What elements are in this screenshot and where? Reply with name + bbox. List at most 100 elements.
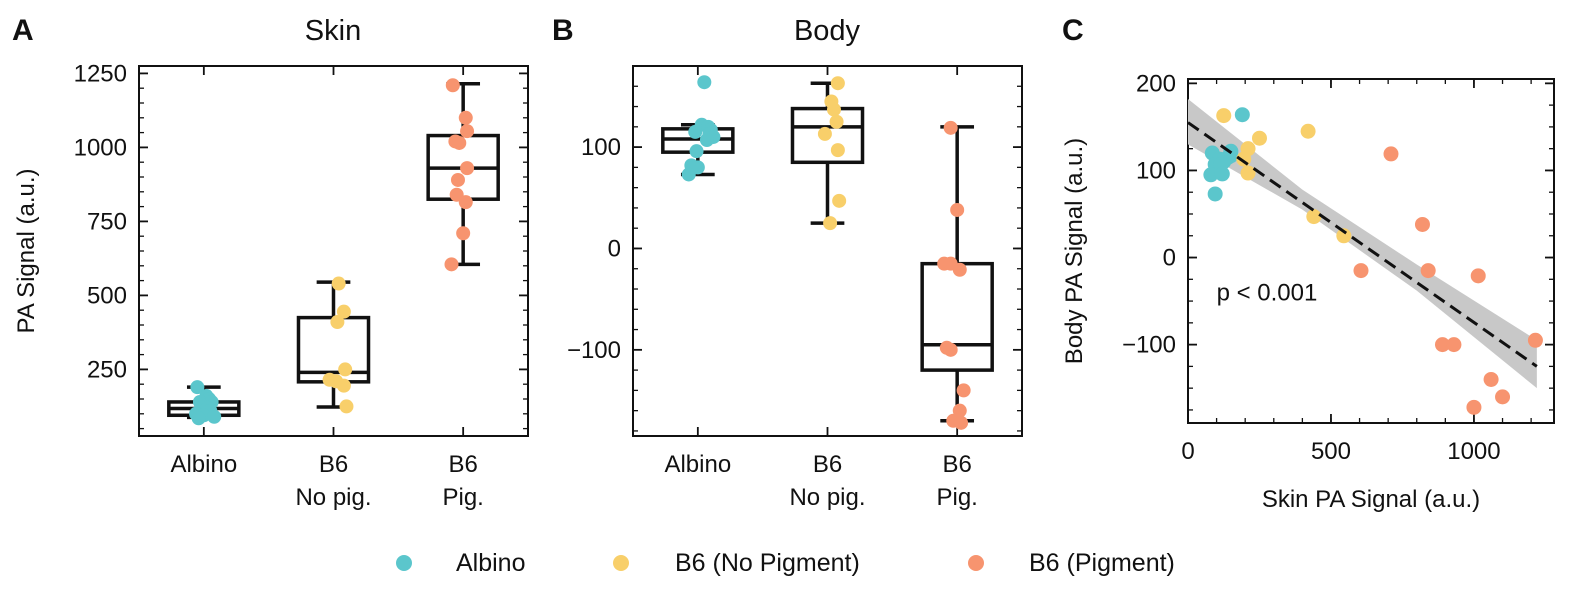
panel-b-b6-pigment-point xyxy=(952,403,967,418)
panel-b-b6-no-pigment-point xyxy=(823,216,838,231)
panel-b-albino-point xyxy=(681,167,696,182)
panel-c-y-tick-label: 0 xyxy=(1163,245,1176,272)
panel-b-b6-no-pigment-point xyxy=(826,102,841,117)
panel-b-b6-pigment-point xyxy=(943,342,958,357)
panel-a-b6-pigment-point xyxy=(452,135,467,150)
panel-c-b6-pigment-point xyxy=(1470,268,1486,284)
panel-b-b6-no-pigment-point xyxy=(830,143,845,158)
panel-c-x-axis-label: Skin PA Signal (a.u.) xyxy=(1262,486,1480,513)
panel-c: C −100 0 100 200 0 500 1000 p < 0.001 Skin PA Si… xyxy=(1061,14,1555,513)
panel-b-x-tick-label: No pig. xyxy=(789,484,865,511)
panel-b-b6-no-pigment-point xyxy=(817,126,832,141)
panel-b-y-tick-label: 0 xyxy=(608,235,621,262)
panel-c-b6-no-pigment-point xyxy=(1240,165,1256,181)
panel-b-b6-no-pigment-point xyxy=(830,76,845,91)
panel-b-x-tick-label: Albino xyxy=(664,451,731,478)
panel-b-albino-point xyxy=(697,75,712,90)
panel-c-frame xyxy=(1187,78,1555,424)
panel-c-y-tick-label: −100 xyxy=(1122,332,1176,359)
panel-b-letter: B xyxy=(552,14,574,47)
panel-b-plot: −100 0 100 Albino B6 No pig. B6 Pig. xyxy=(567,65,1023,511)
panel-a-x-tick-label: No pig. xyxy=(295,484,371,511)
panel-c-b6-pigment-point xyxy=(1414,216,1430,232)
panel-a-letter: A xyxy=(12,14,34,47)
panel-c-b6-no-pigment-point xyxy=(1300,123,1316,139)
panel-c-y-axis-label: Body PA Signal (a.u.) xyxy=(1061,138,1088,364)
panel-a-x-tick-label: Albino xyxy=(170,451,237,478)
panel-a-x-tick-label: Pig. xyxy=(442,484,483,511)
panel-a-albino-point xyxy=(191,411,206,426)
panel-b-albino-point xyxy=(699,133,714,147)
panel-a-b6-no-pigment-point xyxy=(330,315,345,330)
panel-b-b6-pigment-box xyxy=(920,261,994,372)
panel-a-y-tick-label: 1250 xyxy=(74,60,127,87)
panel-c-b6-no-pigment-point xyxy=(1306,209,1322,225)
panel-a-plot: 250 500 750 1000 1250 Albino B6 No pig. B6 Pig. PA… xyxy=(13,60,529,511)
panel-b: B Body −100 0 100 Albino B6 No pig. B6 Pig. xyxy=(552,14,1023,511)
panel-c-albino-point xyxy=(1214,166,1230,182)
panel-c-b6-no-pigment-point xyxy=(1336,228,1352,244)
panel-c-b6-pigment-point xyxy=(1495,389,1511,405)
legend-albino-label: Albino xyxy=(456,549,526,577)
panel-c-albino-point xyxy=(1203,167,1219,183)
panel-a-y-tick-label: 250 xyxy=(87,356,127,383)
panel-a-b6-no-pigment-point xyxy=(338,362,353,377)
panel-b-b6-pigment-point xyxy=(956,383,971,398)
panel-b-x-tick-label: B6 xyxy=(942,451,971,478)
panel-a-b6-no-pigment-point xyxy=(336,378,351,393)
panel-c-albino-point xyxy=(1207,186,1223,202)
panel-b-b6-pigment-point xyxy=(954,415,969,430)
panel-a-b6-no-pigment-point xyxy=(339,399,354,414)
panel-b-b6-no-pigment-point xyxy=(832,193,847,208)
panel-a-b6-pigment-point xyxy=(458,110,473,125)
panel-a-albino-point xyxy=(207,409,222,424)
panel-b-y-tick-label: 100 xyxy=(581,134,621,161)
panel-b-b6-pigment-point xyxy=(943,120,958,135)
panel-a-b6-no-pigment-point xyxy=(336,304,351,319)
panel-a-b6-pigment-point xyxy=(450,172,465,187)
panel-c-x-tick-label: 0 xyxy=(1181,438,1194,465)
panel-c-b6-pigment-point xyxy=(1353,263,1369,279)
panel-a-y-tick-label: 1000 xyxy=(74,134,127,161)
panel-a: A Skin 250 500 750 1000 1250 Albino B6 No pig. B… xyxy=(12,14,529,511)
panel-c-plot: −100 0 100 200 0 500 1000 p < 0.001 Skin PA Sign… xyxy=(1061,70,1555,513)
panel-a-y-tick-label: 750 xyxy=(87,208,127,235)
panel-c-albino-point xyxy=(1234,107,1250,123)
panel-c-x-tick-label: 500 xyxy=(1311,438,1351,465)
panel-c-b6-pigment-point xyxy=(1420,263,1436,279)
panel-b-b6-no-pigment-point xyxy=(829,114,844,129)
panel-b-albino-point xyxy=(689,144,704,159)
panel-c-y-tick-label: 100 xyxy=(1136,157,1176,184)
panel-b-x-tick-label: B6 xyxy=(813,451,842,478)
panel-c-b6-no-pigment-point xyxy=(1216,108,1232,124)
panel-c-b6-pigment-point xyxy=(1466,399,1482,415)
legend-albino-marker xyxy=(396,555,412,571)
panel-c-b6-no-pigment-point xyxy=(1251,130,1267,146)
panel-c-b6-pigment-point xyxy=(1434,337,1450,353)
panel-b-frame xyxy=(632,65,1023,437)
panel-c-b6-pigment-point xyxy=(1446,337,1462,353)
legend-b6-no-pigment-marker xyxy=(613,555,629,571)
panel-b-b6-pigment-point xyxy=(952,262,967,277)
panel-a-b6-pigment-point xyxy=(460,161,475,176)
panel-c-fit-line xyxy=(1187,121,1538,368)
panel-a-b6-pigment-point xyxy=(445,78,460,93)
panel-a-b6-pigment-point xyxy=(444,257,459,272)
panel-a-b6-pigment-point xyxy=(460,124,475,139)
panel-a-albino-point xyxy=(190,380,205,395)
panel-c-b6-pigment-point xyxy=(1383,146,1399,162)
panel-b-y-tick-label: −100 xyxy=(567,337,621,364)
panel-c-b6-pigment-point xyxy=(1483,371,1499,387)
panel-a-b6-no-pigment-point xyxy=(331,276,346,291)
panel-b-albino-point xyxy=(688,124,703,139)
legend-b6-pigment-marker xyxy=(968,555,984,571)
legend-b6-pigment-label: B6 (Pigment) xyxy=(1029,549,1175,577)
legend: Albino B6 (No Pigment) B6 (Pigment) xyxy=(396,549,1175,577)
panel-a-b6-pigment-point xyxy=(458,195,473,210)
panel-a-y-axis-label: PA Signal (a.u.) xyxy=(13,169,40,334)
panel-c-y-tick-label: 200 xyxy=(1136,70,1176,97)
panel-a-x-tick-label: B6 xyxy=(319,451,348,478)
panel-b-b6-pigment-point xyxy=(950,202,965,217)
panel-a-b6-pigment-point xyxy=(456,226,471,241)
